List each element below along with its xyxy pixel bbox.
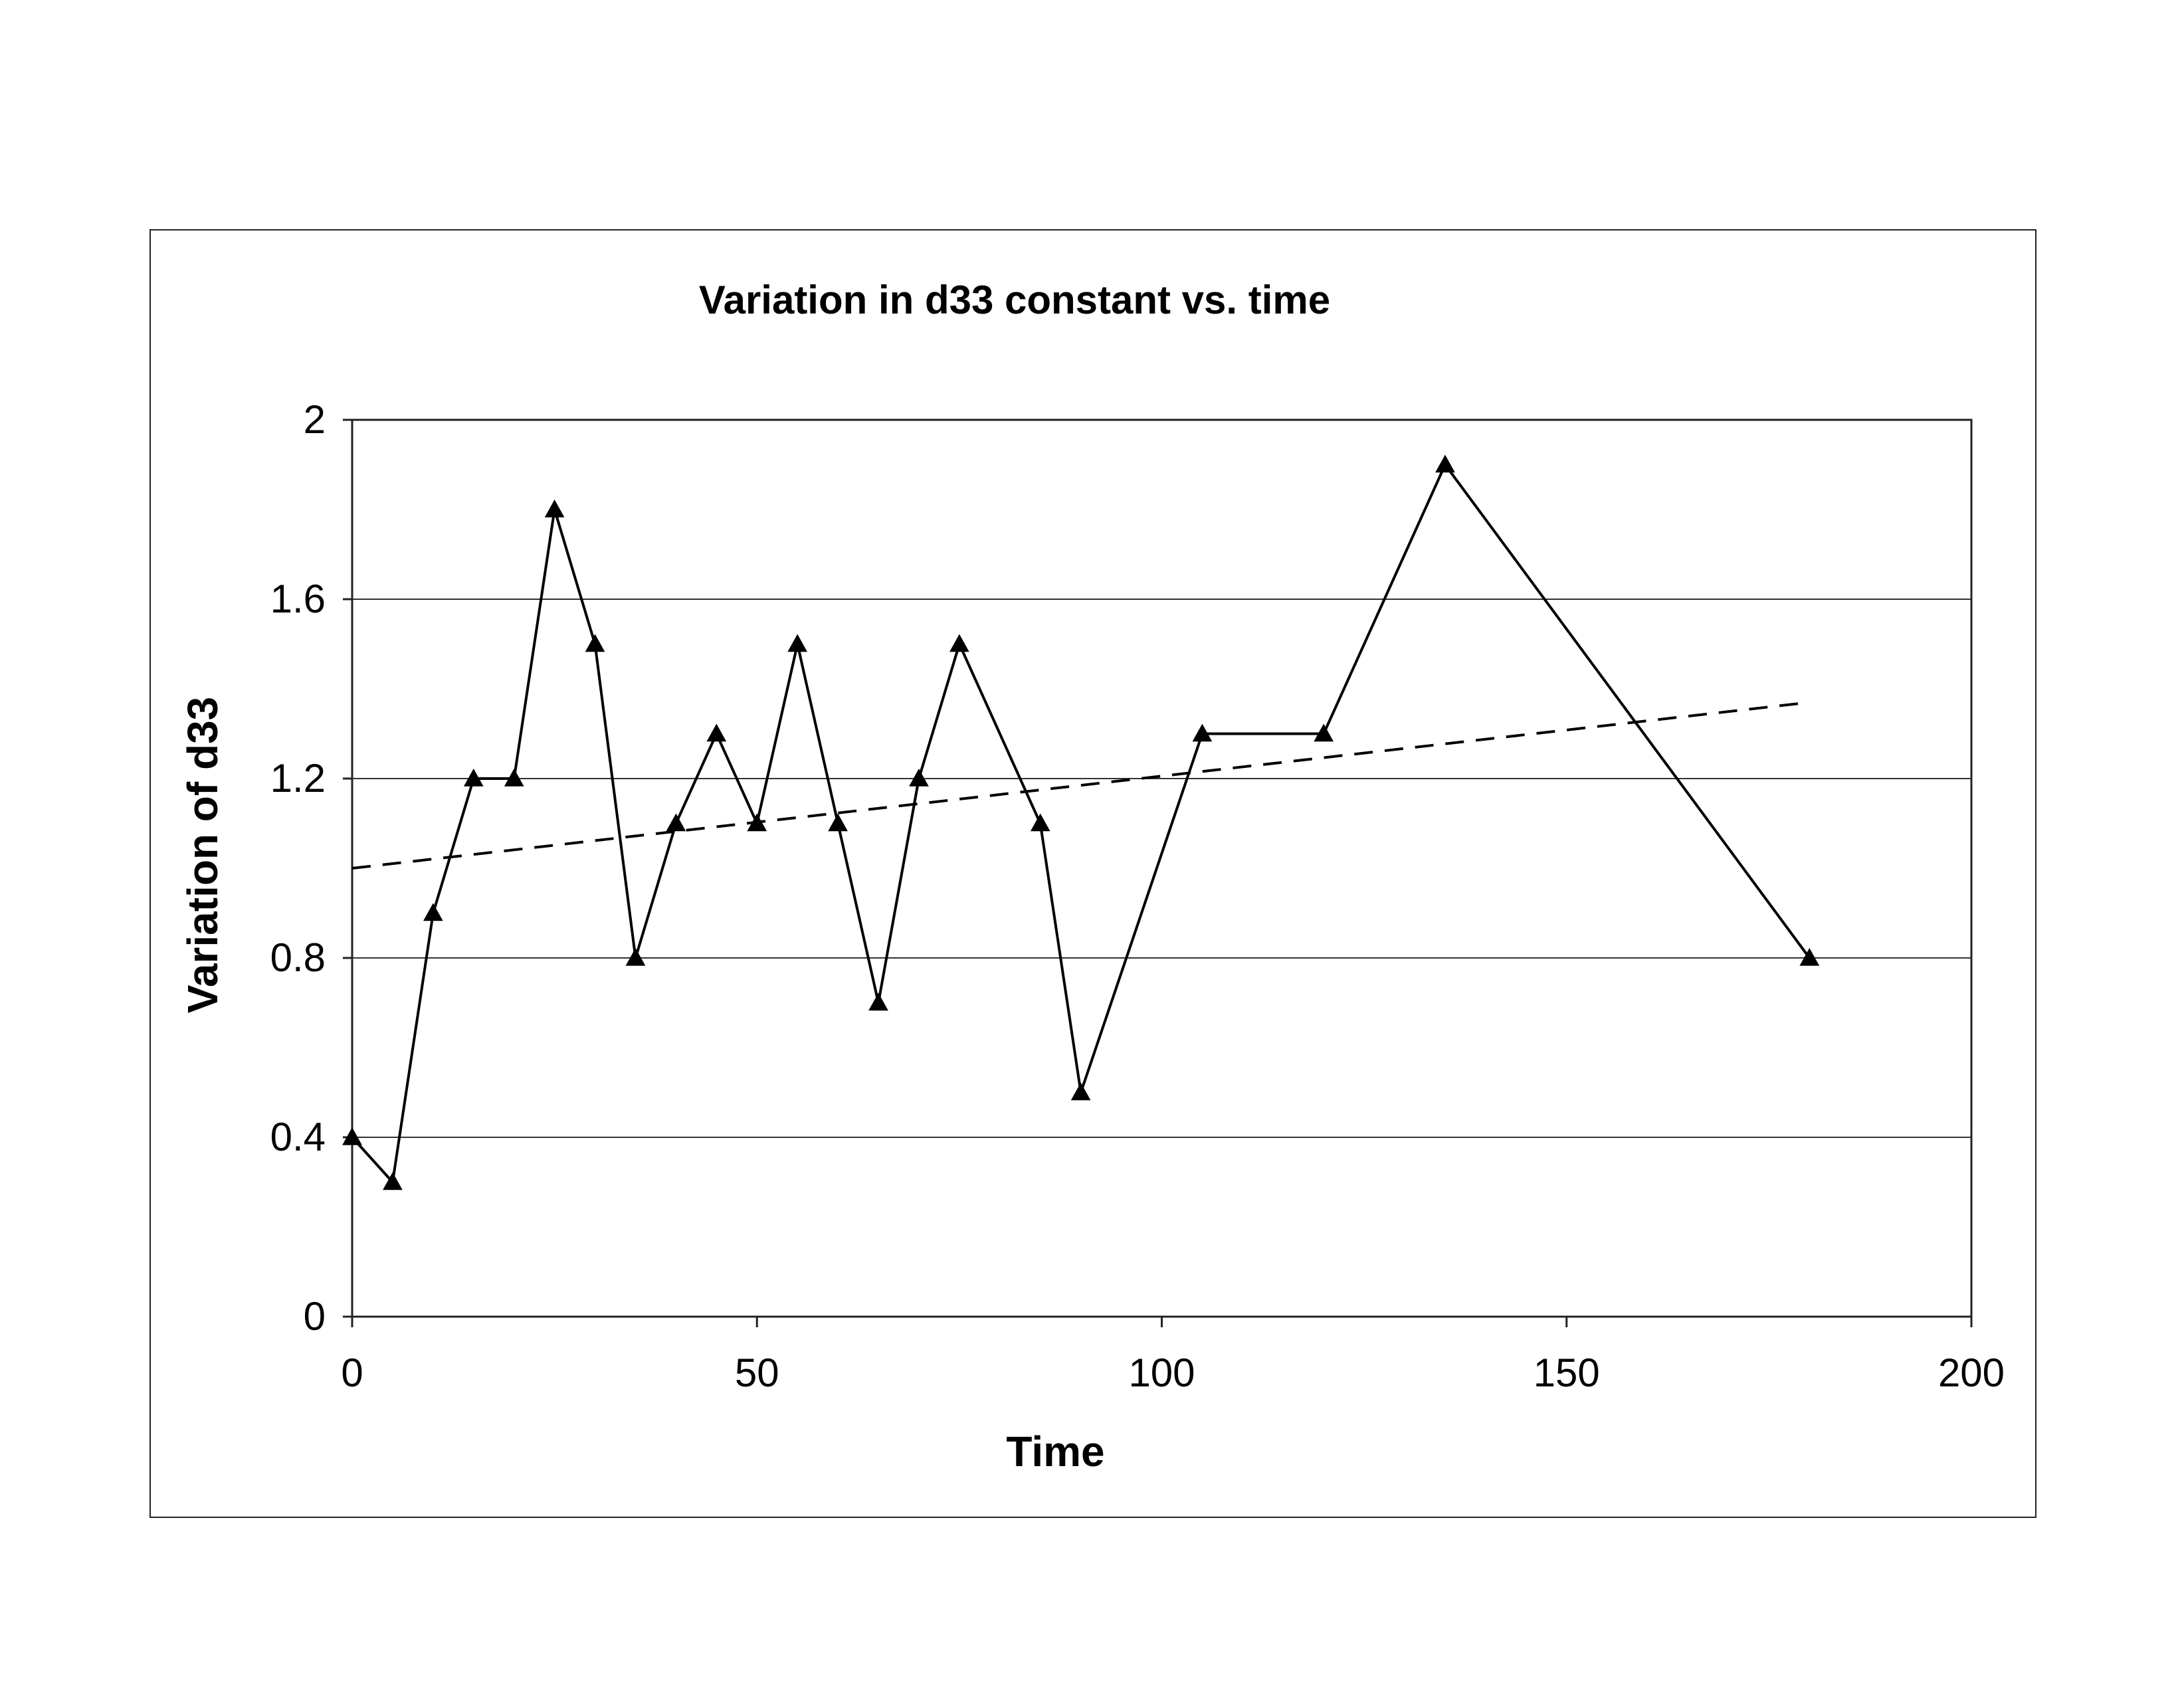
x-tick-label: 150 bbox=[1534, 1351, 1600, 1395]
data-point-marker bbox=[666, 813, 686, 832]
chart-frame: Variation in d33 constant vs. time 0 0.4 0… bbox=[149, 229, 2036, 1518]
gridlines bbox=[352, 599, 1971, 1138]
data-point-marker bbox=[868, 992, 888, 1011]
data-point-marker bbox=[423, 903, 443, 921]
y-axis-label: Variation of d33 bbox=[179, 697, 227, 1014]
series-line bbox=[351, 462, 1811, 1185]
data-point-marker bbox=[463, 768, 484, 787]
data-point-marker bbox=[706, 723, 727, 742]
data-point-marker bbox=[342, 1127, 362, 1145]
data-point-marker bbox=[1314, 723, 1334, 742]
data-point-marker bbox=[383, 1172, 403, 1190]
data-point-marker bbox=[1192, 723, 1213, 742]
data-point-marker bbox=[544, 499, 565, 517]
y-tick-label: 0.4 bbox=[270, 1115, 326, 1159]
chart-title: Variation in d33 constant vs. time bbox=[699, 278, 1330, 322]
x-tick-label: 0 bbox=[341, 1351, 363, 1395]
y-tick-label: 0 bbox=[304, 1294, 326, 1339]
y-tick-label: 1.6 bbox=[270, 577, 326, 621]
data-point-marker bbox=[1030, 813, 1050, 832]
x-tick-label: 50 bbox=[735, 1351, 779, 1395]
data-point-marker bbox=[909, 768, 929, 787]
y-tick-label: 1.2 bbox=[270, 756, 326, 800]
plot-area bbox=[351, 419, 1973, 1318]
y-tick-label: 0.8 bbox=[270, 935, 326, 980]
data-point-marker bbox=[747, 813, 767, 832]
chart-svg: Variation in d33 constant vs. time 00.40… bbox=[179, 278, 2005, 1475]
trendline bbox=[351, 701, 1810, 870]
data-point-marker bbox=[585, 634, 605, 652]
x-axis-label: Time bbox=[1006, 1428, 1104, 1475]
axis-ticks: 0 0.4 0.8 1.2 1.6 2 0 50 100 150 200 bbox=[270, 397, 2005, 1395]
data-point-marker bbox=[949, 634, 969, 652]
data-point-marker bbox=[787, 634, 808, 652]
data-point-marker bbox=[828, 813, 848, 832]
data-point-marker bbox=[625, 947, 646, 966]
data-point-marker bbox=[1435, 454, 1455, 473]
x-tick-label: 200 bbox=[1938, 1351, 2005, 1395]
data-point-marker bbox=[504, 768, 524, 787]
series-group bbox=[342, 454, 1820, 1190]
data-point-marker bbox=[1799, 947, 1820, 966]
data-point-marker bbox=[1070, 1082, 1091, 1101]
y-tick-label: 2 bbox=[304, 397, 326, 442]
x-tick-label: 100 bbox=[1128, 1351, 1195, 1395]
trendline-group bbox=[351, 701, 1810, 870]
